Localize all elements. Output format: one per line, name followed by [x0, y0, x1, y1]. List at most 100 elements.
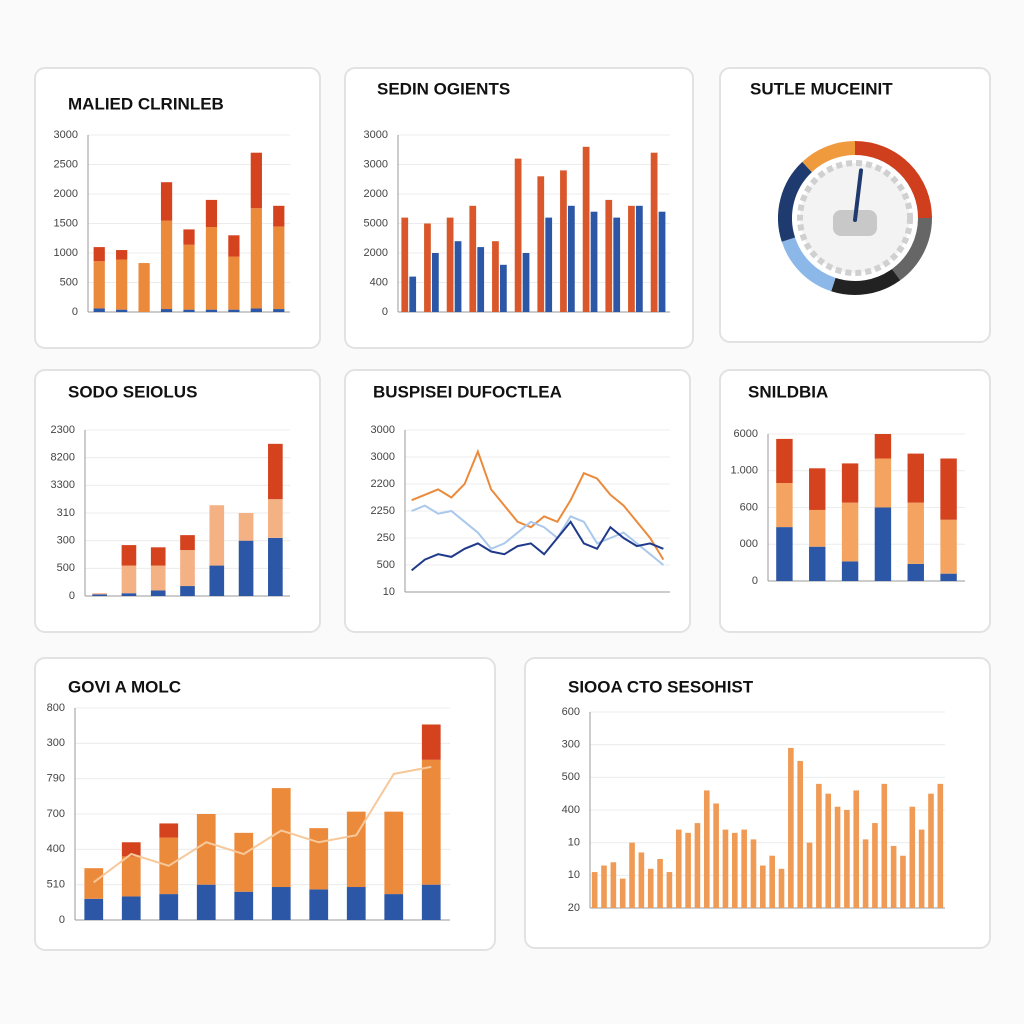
- bar: [797, 761, 803, 908]
- gauge-band: [891, 217, 932, 281]
- bar-segment: [121, 896, 141, 920]
- bar-segment: [180, 550, 195, 587]
- bar-segment: [228, 256, 240, 310]
- bar: [647, 868, 654, 908]
- bar: [601, 865, 607, 908]
- bar: [514, 158, 522, 312]
- bar: [806, 842, 813, 908]
- gauge-band: [831, 268, 901, 295]
- bar-segment: [238, 540, 254, 596]
- y-tick-label: 0: [752, 575, 758, 587]
- bar-segment: [180, 535, 195, 551]
- bar-segment: [346, 811, 366, 888]
- bar-segment: [421, 884, 441, 920]
- bar-segment: [228, 309, 240, 312]
- bar-segment: [250, 152, 262, 209]
- bar-segment: [160, 220, 173, 310]
- y-tick-label: 3300: [51, 479, 75, 491]
- panel: [34, 657, 496, 951]
- bar: [650, 152, 658, 312]
- bar-segment: [183, 309, 195, 312]
- bar: [694, 823, 701, 908]
- bar: [629, 842, 635, 908]
- chart-title: SEDIN OGIENTS: [377, 79, 510, 98]
- bar-segment: [183, 229, 195, 245]
- bar: [591, 872, 598, 908]
- bar: [853, 790, 860, 908]
- y-tick-label: 300: [47, 737, 65, 749]
- bar: [409, 276, 417, 312]
- bar-segment: [205, 199, 218, 228]
- bar-segment: [841, 561, 859, 581]
- bar: [658, 211, 666, 312]
- bar: [522, 253, 530, 312]
- bar-segment: [196, 884, 216, 920]
- bar: [741, 829, 747, 908]
- gauge-band: [778, 161, 813, 242]
- line: [410, 520, 664, 572]
- bar-segment: [150, 590, 166, 596]
- y-tick-label: 2500: [54, 158, 78, 170]
- bar-segment: [159, 823, 179, 838]
- bar: [469, 205, 477, 312]
- gauge-band: [802, 141, 856, 173]
- bar-segment: [234, 832, 254, 892]
- bar-segment: [841, 502, 859, 562]
- y-tick-label: 3000: [364, 129, 388, 141]
- bar: [636, 205, 643, 312]
- bar: [537, 176, 545, 312]
- gauge-needle: [853, 168, 864, 222]
- bar: [760, 865, 766, 908]
- bar: [500, 264, 507, 312]
- chart-title: SUTLE MUCEINIT: [750, 79, 893, 98]
- y-tick-label: 0: [59, 914, 65, 926]
- bar: [862, 839, 869, 908]
- bar: [703, 790, 710, 908]
- y-tick-label: 1000: [54, 247, 78, 259]
- bar: [638, 852, 645, 908]
- bar-segment: [228, 235, 240, 257]
- bar-segment: [907, 502, 924, 564]
- bar-segment: [92, 593, 107, 595]
- bar-segment: [421, 724, 441, 760]
- bar-segment: [116, 250, 128, 260]
- bar: [432, 253, 439, 312]
- y-tick-label: 6000: [734, 428, 758, 440]
- bar-segment: [874, 458, 892, 508]
- y-tick-label: 0: [382, 306, 388, 318]
- bar-segment: [809, 546, 826, 581]
- bar-segment: [268, 499, 283, 538]
- bar-segment: [121, 565, 137, 594]
- bar: [778, 868, 785, 908]
- bar-segment: [150, 547, 166, 566]
- bar-segment: [159, 894, 179, 920]
- bar-segment: [907, 453, 924, 503]
- bar: [881, 783, 888, 908]
- bar: [477, 247, 485, 312]
- bar-segment: [238, 513, 254, 541]
- bar-segment: [874, 507, 892, 581]
- y-tick-label: 0: [72, 306, 78, 318]
- y-tick-label: 510: [47, 879, 65, 891]
- y-tick-label: 3000: [364, 158, 388, 170]
- y-tick-label: 000: [740, 538, 758, 550]
- bar-segment: [907, 563, 924, 581]
- bar: [769, 855, 775, 908]
- bar: [582, 146, 590, 312]
- bar-segment: [250, 308, 262, 312]
- bar: [890, 845, 897, 908]
- y-tick-label: 3000: [371, 424, 395, 436]
- y-tick-label: 700: [47, 808, 65, 820]
- bar: [401, 217, 409, 312]
- bar-segment: [273, 309, 285, 312]
- bar: [568, 205, 575, 312]
- bar: [825, 793, 832, 908]
- bar-segment: [874, 434, 892, 459]
- y-tick-label: 0: [69, 590, 75, 602]
- y-tick-label: 250: [377, 532, 395, 544]
- gauge-band: [854, 141, 932, 219]
- bar: [590, 211, 598, 312]
- y-tick-label: 400: [370, 276, 388, 288]
- y-tick-label: 500: [60, 276, 78, 288]
- y-tick-label: 600: [562, 706, 580, 718]
